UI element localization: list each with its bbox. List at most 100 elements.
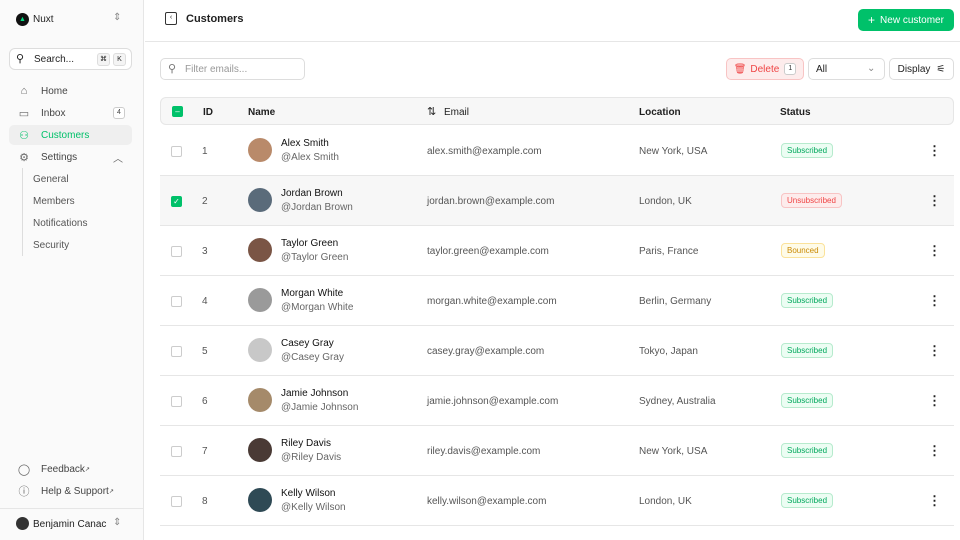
sidebar: ▲ Nuxt ⇕ ⚲ Search... ⌘ K ⌂ Home ▭ Inbox 4 … <box>0 0 144 540</box>
delete-button[interactable]: 🗑 Delete 1 <box>726 58 804 80</box>
sidebar-item-customers[interactable]: ⚇ Customers <box>9 125 132 145</box>
customer-location: Sydney, Australia <box>639 396 716 407</box>
more-actions-icon[interactable]: ⋮ <box>928 243 941 258</box>
user-menu[interactable]: Benjamin Canac <box>33 519 107 530</box>
avatar <box>248 488 272 512</box>
avatar <box>248 288 272 312</box>
customer-email: riley.davis@example.com <box>427 446 541 457</box>
customer-location: London, UK <box>639 496 692 507</box>
row-checkbox[interactable] <box>171 496 182 507</box>
column-id: ID <box>203 107 213 118</box>
customer-name: Jordan Brown <box>281 188 343 199</box>
row-checkbox[interactable] <box>171 396 182 407</box>
filter-placeholder: Filter emails... <box>185 64 248 75</box>
nav-label: Settings <box>41 151 78 163</box>
chevron-up-icon: ︿ <box>113 154 123 165</box>
row-id: 3 <box>202 246 208 257</box>
search-icon: ⚲ <box>16 53 25 65</box>
new-customer-button[interactable]: + New customer <box>858 9 954 31</box>
customer-email: jordan.brown@example.com <box>427 196 555 207</box>
row-id: 8 <box>202 496 208 507</box>
sidebar-item-settings[interactable]: ⚙ Settings ︿ <box>9 147 132 167</box>
status-badge: Subscribed <box>781 343 834 358</box>
customer-name: Alex Smith <box>281 138 329 149</box>
collapse-sidebar-icon[interactable]: ‹ <box>165 12 177 25</box>
table-row[interactable]: 4 Morgan White @Morgan White morgan.whit… <box>160 276 954 326</box>
customer-handle: @Morgan White <box>281 302 354 313</box>
row-checkbox[interactable] <box>171 296 182 307</box>
sidebar-item-notifications[interactable]: Notifications <box>33 218 88 229</box>
customer-handle: @Jordan Brown <box>281 202 353 213</box>
customer-email: morgan.white@example.com <box>427 296 557 307</box>
table-row[interactable]: 8 Kelly Wilson @Kelly Wilson kelly.wilso… <box>160 476 954 526</box>
inbox-icon: ▭ <box>18 107 30 120</box>
chevron-up-down-icon[interactable]: ⇕ <box>113 12 122 23</box>
customer-name: Morgan White <box>281 288 344 299</box>
customer-location: New York, USA <box>639 146 708 157</box>
sidebar-item-help[interactable]: ⓘ Help & Support ↗ <box>9 481 132 501</box>
table-row[interactable]: 5 Casey Gray @Casey Gray casey.gray@exam… <box>160 326 954 376</box>
filter-emails-input[interactable]: ⚲ Filter emails... <box>160 58 305 80</box>
customer-location: Paris, France <box>639 246 699 257</box>
sort-icon[interactable]: ⇅ <box>427 106 437 118</box>
status-filter-select[interactable]: All ⌄ <box>808 58 885 80</box>
customer-name: Riley Davis <box>281 438 332 449</box>
nav-label: Home <box>41 85 68 97</box>
customer-email: kelly.wilson@example.com <box>427 496 547 507</box>
table-row[interactable]: 1 Alex Smith @Alex Smith alex.smith@exam… <box>160 126 954 176</box>
display-label: Display <box>897 63 931 75</box>
sidebar-item-inbox[interactable]: ▭ Inbox 4 <box>9 103 132 123</box>
row-checkbox[interactable] <box>171 346 182 357</box>
table-row[interactable]: 3 Taylor Green @Taylor Green taylor.gree… <box>160 226 954 276</box>
chevron-up-down-icon[interactable]: ⇕ <box>113 517 122 528</box>
nav-label: Feedback <box>41 463 85 475</box>
sidebar-item-home[interactable]: ⌂ Home <box>9 81 132 101</box>
status-badge: Subscribed <box>781 493 834 508</box>
kbd-cmd: ⌘ <box>97 53 110 66</box>
sidebar-item-feedback[interactable]: ◯ Feedback ↗ <box>9 459 132 479</box>
delete-count-badge: 1 <box>784 63 797 75</box>
external-link-icon: ↗ <box>108 488 114 495</box>
customer-handle: @Riley Davis <box>281 452 342 463</box>
row-checkbox[interactable] <box>171 446 182 457</box>
team-name[interactable]: Nuxt <box>33 14 54 25</box>
sidebar-item-members[interactable]: Members <box>33 196 75 207</box>
avatar <box>248 138 272 162</box>
more-actions-icon[interactable]: ⋮ <box>928 293 941 308</box>
sidebar-item-general[interactable]: General <box>33 174 69 185</box>
row-checkbox[interactable]: ✓ <box>171 196 182 207</box>
customer-name: Casey Gray <box>281 338 334 349</box>
avatar <box>248 238 272 262</box>
row-checkbox[interactable] <box>171 146 182 157</box>
nav-label: Help & Support <box>41 485 109 497</box>
avatar <box>248 438 272 462</box>
sliders-icon: ⚟ <box>936 63 946 75</box>
kbd-k: K <box>113 53 126 66</box>
row-checkbox[interactable] <box>171 246 182 257</box>
table-row[interactable]: 7 Riley Davis @Riley Davis riley.davis@e… <box>160 426 954 476</box>
select-all-checkbox[interactable]: – <box>172 106 183 117</box>
customer-location: Berlin, Germany <box>639 296 712 307</box>
more-actions-icon[interactable]: ⋮ <box>928 493 941 508</box>
display-button[interactable]: Display ⚟ <box>889 58 954 80</box>
more-actions-icon[interactable]: ⋮ <box>928 343 941 358</box>
home-icon: ⌂ <box>20 85 28 97</box>
submenu-line <box>22 168 23 256</box>
column-email[interactable]: Email <box>444 107 470 118</box>
customer-email: taylor.green@example.com <box>427 246 549 257</box>
more-actions-icon[interactable]: ⋮ <box>928 393 941 408</box>
customer-handle: @Kelly Wilson <box>281 502 346 513</box>
avatar <box>248 188 272 212</box>
more-actions-icon[interactable]: ⋮ <box>928 443 941 458</box>
status-badge: Bounced <box>781 243 825 258</box>
table-row[interactable]: 6 Jamie Johnson @Jamie Johnson jamie.joh… <box>160 376 954 426</box>
more-actions-icon[interactable]: ⋮ <box>928 193 941 208</box>
sidebar-item-security[interactable]: Security <box>33 240 70 251</box>
row-id: 2 <box>202 196 208 207</box>
more-actions-icon[interactable]: ⋮ <box>928 143 941 158</box>
row-id: 6 <box>202 396 208 407</box>
avatar <box>248 388 272 412</box>
status-badge: Subscribed <box>781 293 834 308</box>
search-button[interactable]: ⚲ Search... ⌘ K <box>9 48 132 70</box>
table-row[interactable]: ✓ 2 Jordan Brown @Jordan Brown jordan.br… <box>160 176 954 226</box>
